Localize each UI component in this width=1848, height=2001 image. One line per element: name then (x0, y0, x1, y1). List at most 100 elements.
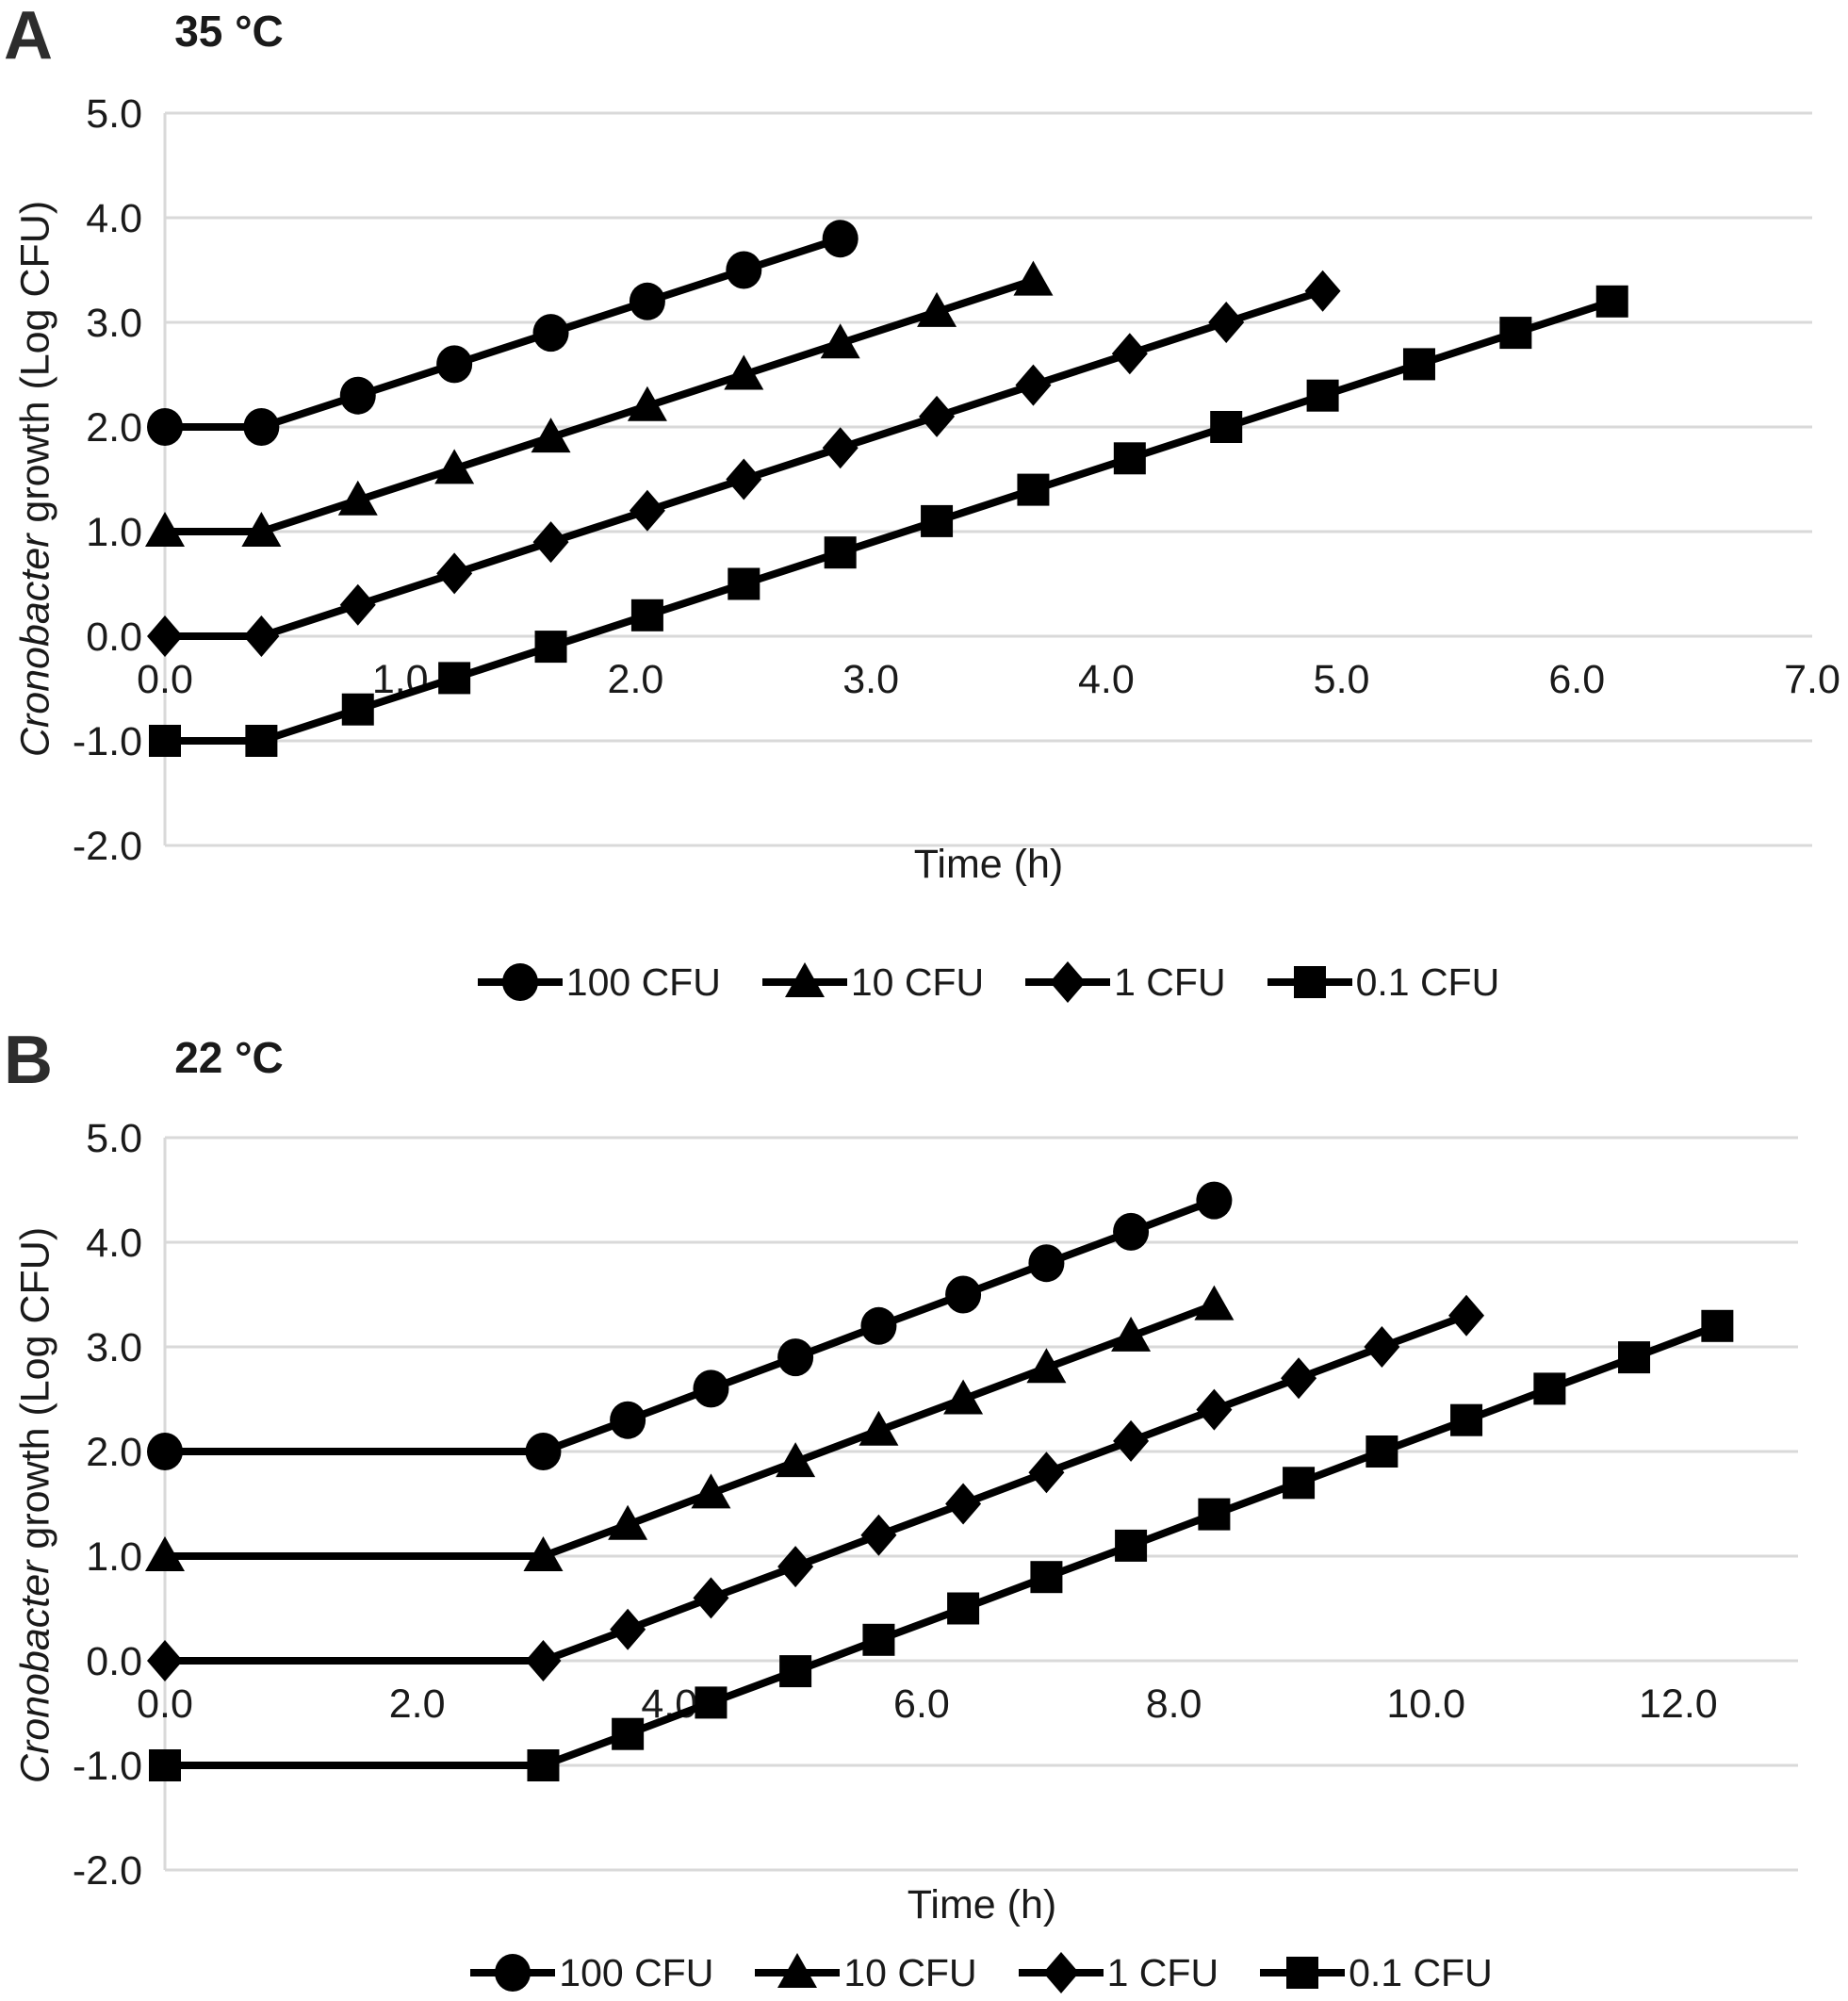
marker-diamond (532, 521, 569, 564)
marker-square (1293, 966, 1326, 998)
marker-diamond (629, 489, 665, 532)
panel-a-legend: 100 CFU 10 CFU 1 CFU 0.1 CFU (165, 959, 1812, 1005)
marker-circle (610, 1401, 646, 1439)
marker-diamond (1015, 364, 1052, 406)
marker-circle (629, 282, 665, 320)
marker-square (1306, 379, 1339, 412)
marker-square (149, 1749, 181, 1781)
marker-triangle (145, 512, 185, 547)
x-tick-label: 6.0 (1548, 657, 1605, 702)
marker-square (630, 599, 663, 631)
y-tick-label: 3.0 (86, 301, 142, 346)
marker-diamond (1028, 1452, 1065, 1494)
marker-circle (501, 963, 538, 1001)
marker-triangle (1111, 1316, 1152, 1352)
marker-diamond (525, 1640, 562, 1681)
series-line (165, 1196, 1216, 1455)
marker-square (1618, 1341, 1651, 1374)
panel-b-legend: 100 CFU 10 CFU 1 CFU 0.1 CFU (165, 1950, 1798, 1995)
x-tick-label: 5.0 (1314, 657, 1370, 702)
marker-triangle (724, 354, 764, 390)
series-line (165, 297, 1613, 745)
y-tick-label: 0.0 (86, 1639, 142, 1684)
x-tick-label: 4.0 (1078, 657, 1135, 702)
y-axis-title-rest: growth (Log CFU) (12, 200, 58, 534)
panel-b-letter: B (4, 1023, 53, 1098)
marker-diamond (436, 552, 473, 595)
y-tick-label: 5.0 (86, 91, 142, 137)
legend-label: 1 CFU (1114, 959, 1226, 1004)
marker-square (1017, 473, 1050, 506)
x-tick-label: 0.0 (137, 1681, 193, 1727)
marker-square (779, 1655, 812, 1688)
panel-b-title: 22 °C (174, 1033, 284, 1082)
marker-square (527, 1749, 560, 1781)
marker-square (728, 567, 760, 600)
marker-circle (1113, 1212, 1150, 1251)
y-tick-label: -1.0 (73, 719, 142, 764)
marker-square (1198, 1498, 1231, 1531)
marker-circle (147, 1433, 183, 1470)
marker-diamond (919, 395, 956, 437)
panel-a-y-axis-title: Cronobacter growth (Log CFU) (13, 201, 59, 757)
marker-square (1499, 317, 1532, 350)
marker-diamond (860, 1514, 897, 1556)
marker-diamond (243, 615, 280, 657)
y-tick-label: 2.0 (86, 405, 142, 451)
marker-square (245, 725, 278, 757)
marker-square (1450, 1403, 1483, 1436)
legend-item: 1 CFU (1025, 959, 1226, 1005)
marker-diamond (1113, 1419, 1150, 1462)
marker-triangle (784, 962, 825, 997)
panel-a-title: 35 °C (174, 7, 284, 56)
legend-item: 0.1 CFU (1260, 1950, 1493, 1995)
panel-a-plot: 5.04.03.02.01.00.0-1.0-2.00.0 1.0 2.0 3.0 4.… (73, 91, 1840, 869)
panel-b-y-axis-title: Cronobacter growth (Log CFU) (13, 1227, 59, 1783)
legend-marker-circle (470, 1954, 556, 1992)
marker-circle (532, 314, 569, 353)
series-line (165, 1311, 1468, 1665)
panel-b: B 22 °C 5.0 4.0 3.0 2.0 1.0 0.0 -1.0 -2.0 0.0 2.0… (0, 1023, 1848, 2001)
marker-circle (777, 1338, 814, 1377)
y-tick-label: -2.0 (73, 1848, 142, 1894)
y-tick-label: 1.0 (86, 1534, 142, 1580)
legend-label: 0.1 CFU (1355, 959, 1500, 1004)
x-tick-label: 6.0 (893, 1681, 950, 1727)
y-tick-label: -1.0 (73, 1744, 142, 1789)
marker-diamond (1050, 961, 1087, 1003)
marker-triangle (627, 385, 667, 421)
marker-triangle (531, 418, 571, 453)
marker-square (1533, 1372, 1566, 1405)
marker-triangle (777, 1953, 818, 1988)
panel-a-letter: A (4, 0, 53, 74)
marker-square (1402, 348, 1435, 381)
marker-triangle (608, 1504, 648, 1540)
marker-circle (495, 1954, 532, 1992)
marker-circle (1028, 1244, 1065, 1283)
x-tick-label: 8.0 (1146, 1681, 1202, 1727)
series-line (165, 1301, 1216, 1560)
series-0-1-cfu (149, 285, 1628, 757)
series-10-cfu (145, 260, 1054, 547)
x-tick-label: 10.0 (1386, 1681, 1465, 1727)
marker-diamond (945, 1483, 982, 1525)
legend-marker-square (1267, 966, 1352, 998)
marker-circle (860, 1306, 897, 1345)
marker-triangle (1026, 1348, 1067, 1384)
legend-item: 100 CFU (470, 1950, 713, 1995)
panel-b-plot: 5.04.03.02.01.00.0-1.0-2.00.0 2.0 4.0 6.0 8.… (73, 1116, 1798, 1894)
x-tick-label: 12.0 (1639, 1681, 1718, 1727)
y-axis-title-italic-part: Cronobacter (12, 1560, 58, 1784)
marker-triangle (776, 1442, 816, 1478)
legend-marker-diamond (1018, 1952, 1104, 1993)
marker-diamond (1304, 270, 1341, 312)
legend-label: 0.1 CFU (1349, 1950, 1493, 1994)
y-tick-label: 2.0 (86, 1430, 142, 1475)
x-tick-label: 2.0 (389, 1681, 446, 1727)
marker-square (1366, 1435, 1398, 1468)
legend-marker-triangle (761, 962, 847, 997)
marker-diamond (1208, 302, 1245, 343)
panel-a: A 35 °C 5.0 4.0 3.0 2.0 1.0 0.0 -1.0 -2.0 0.0 1.0… (4, 0, 1840, 1005)
marker-circle (243, 408, 280, 446)
y-tick-label: 4.0 (86, 1221, 142, 1266)
